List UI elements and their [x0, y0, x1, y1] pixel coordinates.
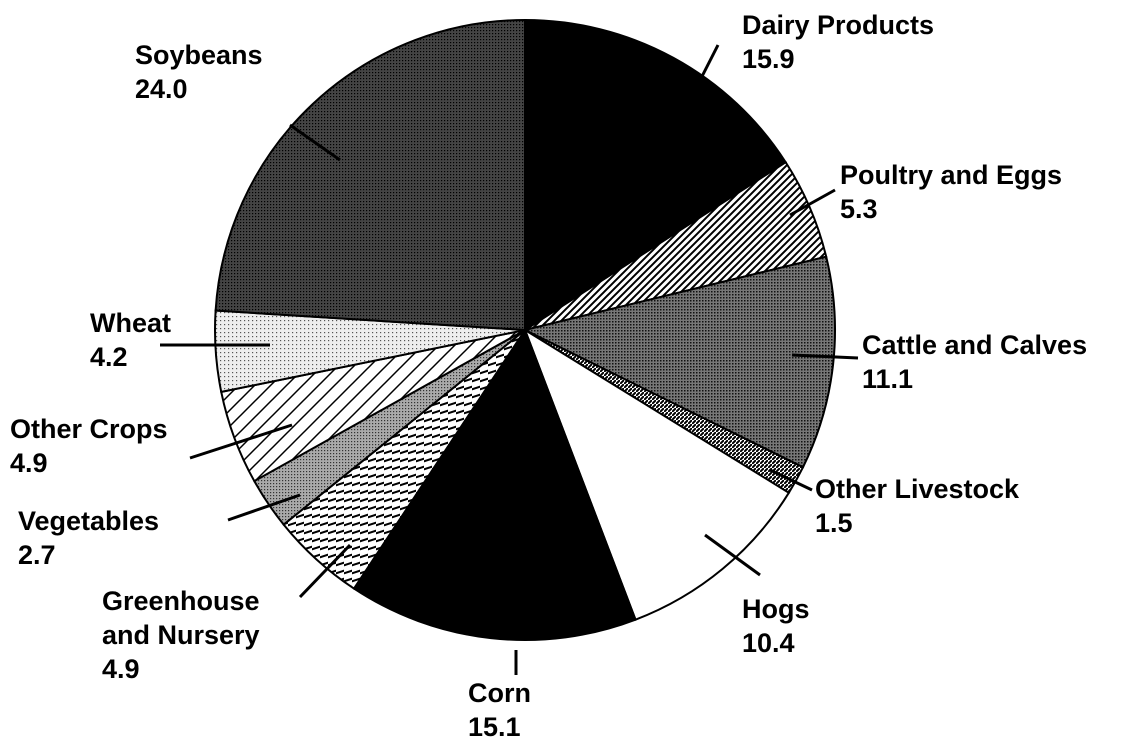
leader-line: [189, 423, 293, 460]
leader-line: [289, 123, 341, 162]
pie-slice: [214, 18, 526, 332]
value-label: 4.9: [10, 448, 48, 478]
category-label: Greenhouse and Nursery: [102, 586, 260, 650]
leader-line: [704, 533, 761, 577]
category-label: Cattle and Calves: [862, 330, 1088, 360]
slice-label: Soybeans 24.0: [135, 38, 263, 106]
leader-line: [227, 493, 301, 522]
slice-label: Vegetables 2.7: [18, 504, 159, 572]
value-label: 2.7: [18, 540, 56, 570]
category-label: Dairy Products: [742, 10, 935, 40]
value-label: 10.4: [742, 628, 795, 658]
leader-line: [791, 353, 859, 360]
value-label: 15.1: [468, 712, 521, 742]
slice-label: Hogs 10.4: [742, 592, 810, 660]
leader-line: [298, 543, 352, 599]
category-label: Other Crops: [10, 414, 168, 444]
slice-label: Dairy Products 15.9: [742, 8, 934, 76]
slice-label: Other Crops 4.9: [10, 412, 168, 480]
pie-slice: [352, 327, 637, 641]
slice-label: Greenhouse and Nursery 4.9: [102, 584, 302, 686]
value-label: 4.9: [102, 654, 140, 684]
value-label: 11.1: [862, 364, 914, 394]
value-label: 24.0: [135, 74, 188, 104]
value-label: 15.9: [742, 44, 795, 74]
slice-label: Other Livestock 1.5: [815, 472, 1019, 540]
category-label: Wheat: [90, 308, 171, 338]
value-label: 1.5: [815, 508, 853, 538]
category-label: Soybeans: [135, 40, 263, 70]
value-label: 4.2: [90, 342, 128, 372]
value-label: 5.3: [840, 194, 878, 224]
pie-slice: [524, 18, 788, 332]
leader-line: [789, 188, 836, 217]
leader-line: [688, 44, 720, 101]
category-label: Hogs: [742, 594, 810, 624]
slice-label: Poultry and Eggs 5.3: [840, 158, 1062, 226]
category-label: Other Livestock: [815, 474, 1020, 504]
category-label: Corn: [468, 678, 531, 708]
slice-label: Wheat 4.2: [90, 306, 171, 374]
slice-label: Cattle and Calves 11.1: [862, 328, 1087, 396]
slice-label: Corn 15.1: [468, 676, 531, 744]
leader-line: [769, 468, 813, 492]
category-label: Poultry and Eggs: [840, 160, 1063, 190]
category-label: Vegetables: [18, 506, 160, 536]
pie-slice: [522, 255, 836, 469]
